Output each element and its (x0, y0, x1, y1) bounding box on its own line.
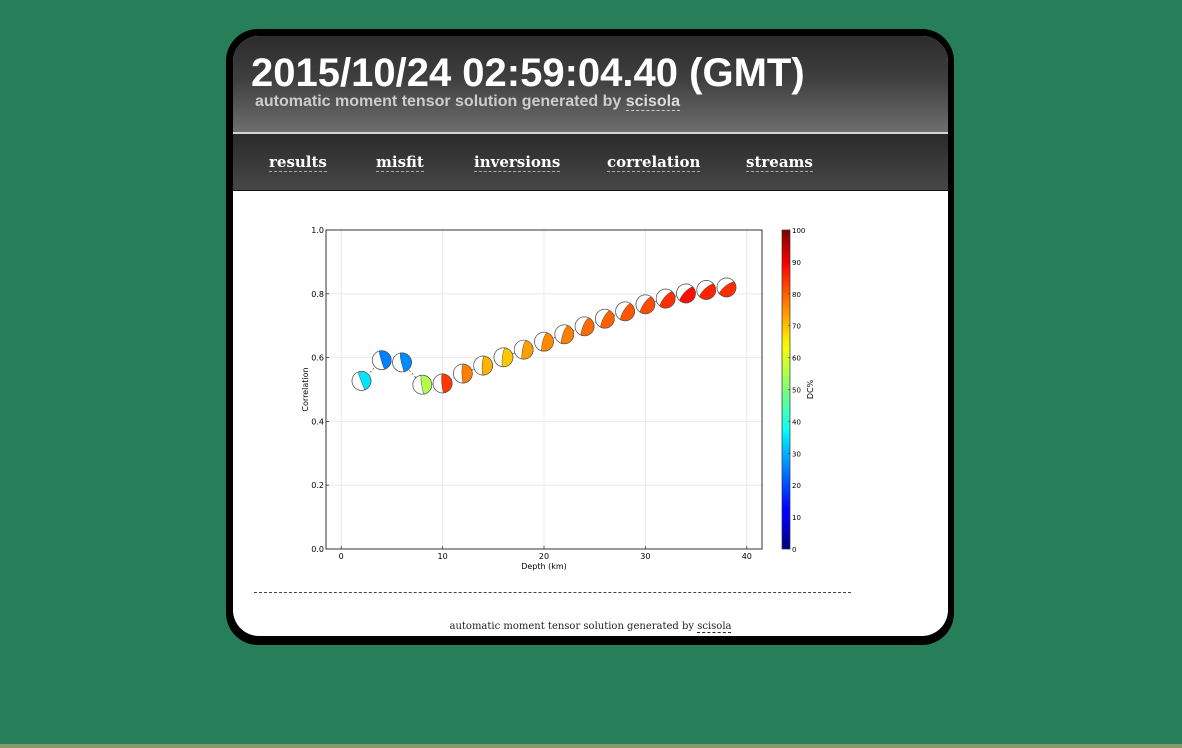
beachball-point (655, 288, 676, 309)
y-tick-label: 0.0 (311, 545, 324, 554)
colorbar-tick-label: 70 (792, 323, 801, 331)
beachball-point (574, 316, 595, 337)
nav-results[interactable]: results (269, 153, 327, 172)
colorbar-tick-label: 30 (792, 450, 801, 458)
nav-streams[interactable]: streams (746, 153, 813, 172)
x-tick-label: 0 (339, 552, 344, 561)
beachball-point (371, 350, 392, 370)
colorbar-tick-label: 20 (792, 482, 801, 490)
beachball-point (493, 347, 514, 368)
beachball-point (473, 355, 493, 376)
footer-divider (254, 592, 851, 593)
footer: automatic moment tensor solution generat… (233, 621, 948, 633)
footer-scisola-link[interactable]: scisola (697, 621, 732, 633)
subtitle-text: automatic moment tensor solution generat… (255, 93, 622, 110)
colorbar-tick-label: 0 (792, 546, 796, 554)
header-separator (233, 132, 948, 134)
scisola-link[interactable]: scisola (625, 93, 680, 111)
beachball-point (392, 352, 412, 373)
beachball-point (351, 371, 372, 391)
colorbar-tick-label: 100 (792, 227, 805, 235)
beachball-point (716, 277, 737, 298)
beachball-point (513, 339, 534, 360)
beachball-point (534, 331, 554, 352)
page-title: 2015/10/24 02:59:04.40 (GMT) (251, 51, 805, 95)
y-axis-label: Correlation (301, 367, 310, 411)
header: 2015/10/24 02:59:04.40 (GMT) automatic m… (233, 36, 948, 132)
nav-bar: results misfit inversions correlation st… (233, 134, 948, 191)
colorbar-label: DC% (806, 379, 815, 399)
colorbar-tick-label: 90 (792, 259, 801, 267)
page-card: 2015/10/24 02:59:04.40 (GMT) automatic m… (233, 36, 948, 636)
colorbar-tick-label: 10 (792, 514, 801, 522)
beachball-point (615, 301, 635, 322)
y-tick-label: 0.8 (311, 290, 324, 299)
y-tick-label: 0.2 (311, 481, 324, 490)
colorbar-tick-label: 80 (792, 291, 801, 299)
beachball-point (696, 280, 717, 300)
beachball-point (554, 324, 575, 345)
page-subtitle: automatic moment tensor solution generat… (255, 92, 680, 112)
beachball-point (412, 374, 433, 395)
y-tick-label: 0.6 (311, 354, 324, 363)
beachball-point (453, 363, 473, 384)
nav-misfit[interactable]: misfit (376, 153, 424, 172)
nav-correlation[interactable]: correlation (607, 153, 701, 172)
beachball-point (595, 308, 615, 329)
beachball-point (676, 283, 696, 304)
beachball-point (432, 373, 453, 394)
colorbar-tick-label: 60 (792, 355, 801, 363)
y-tick-label: 1.0 (311, 226, 324, 235)
x-tick-label: 20 (539, 552, 549, 561)
correlation-depth-chart: 0 10 20 30 40 0.0 0.2 0.4 0.6 0.8 1.0 Depth (km) C… (301, 226, 815, 571)
footer-text: automatic moment tensor solution generat… (449, 621, 695, 632)
beachball-point (635, 294, 656, 315)
x-tick-label: 30 (640, 552, 650, 561)
x-tick-label: 40 (742, 552, 752, 561)
y-tick-label: 0.4 (311, 417, 324, 426)
desktop-taskbar-edge (0, 744, 1182, 748)
colorbar-tick-label: 50 (792, 387, 801, 395)
colorbar-tick-label: 40 (792, 418, 801, 426)
x-tick-label: 10 (438, 552, 448, 561)
x-axis-label: Depth (km) (521, 562, 567, 571)
nav-inversions[interactable]: inversions (474, 153, 561, 172)
